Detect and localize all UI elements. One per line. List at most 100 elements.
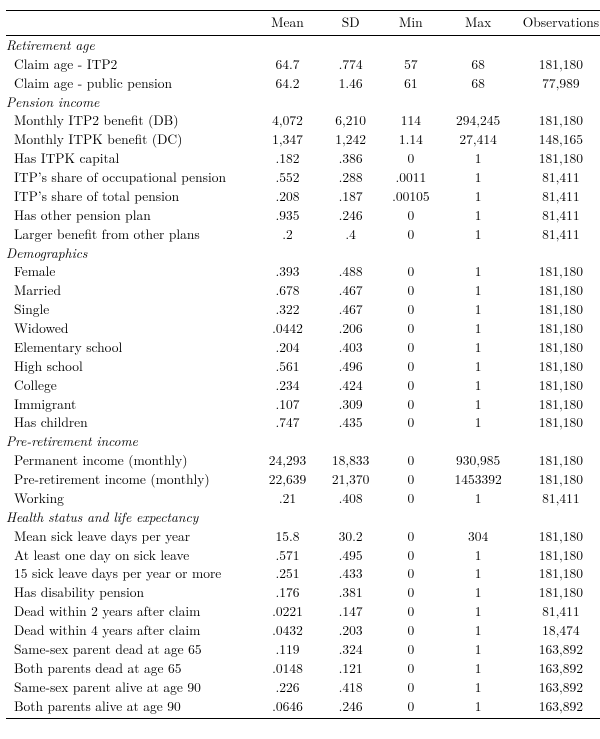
cell-min: 0: [381, 149, 440, 168]
cell-max: 1: [440, 659, 515, 678]
table-row: ITP’s share of total pension.208.187.001…: [6, 187, 600, 206]
cell-sd: .206: [320, 319, 381, 338]
cell-obs: 181,180: [516, 546, 600, 565]
row-label: Pre-retirement income (monthly): [6, 470, 255, 489]
cell-obs: 81,411: [516, 187, 600, 206]
cell-obs: 181,180: [516, 451, 600, 470]
section-title-row: Pension income: [6, 93, 600, 112]
cell-min: 0: [381, 300, 440, 319]
cell-mean: .678: [255, 281, 320, 300]
cell-mean: .571: [255, 546, 320, 565]
cell-max: 68: [440, 74, 515, 93]
cell-obs: 163,892: [516, 697, 600, 719]
cell-min: 0: [381, 583, 440, 602]
cell-mean: .226: [255, 678, 320, 697]
cell-max: 1: [440, 621, 515, 640]
cell-obs: 181,180: [516, 319, 600, 338]
cell-min: 0: [381, 451, 440, 470]
cell-obs: 81,411: [516, 206, 600, 225]
cell-sd: .467: [320, 300, 381, 319]
table-row: Widowed.0442.20601181,180: [6, 319, 600, 338]
cell-mean: 64.7: [255, 55, 320, 74]
cell-max: 1: [440, 206, 515, 225]
cell-max: 68: [440, 55, 515, 74]
cell-max: 1: [440, 489, 515, 508]
table-row: Claim age - public pension64.21.46616877…: [6, 74, 600, 93]
cell-max: 304: [440, 527, 515, 546]
row-label: Claim age - ITP2: [6, 55, 255, 74]
row-label: Elementary school: [6, 338, 255, 357]
row-label: Has ITPK capital: [6, 149, 255, 168]
cell-sd: .246: [320, 697, 381, 719]
cell-obs: 163,892: [516, 678, 600, 697]
cell-mean: .0432: [255, 621, 320, 640]
row-label: Permanent income (monthly): [6, 451, 255, 470]
cell-sd: .435: [320, 413, 381, 432]
section-title-row: Demographics: [6, 244, 600, 263]
cell-mean: .204: [255, 338, 320, 357]
cell-mean: .0221: [255, 602, 320, 621]
table-row: Same-sex parent dead at age 65.119.32401…: [6, 640, 600, 659]
cell-sd: .4: [320, 225, 381, 244]
cell-sd: .187: [320, 187, 381, 206]
cell-obs: 181,180: [516, 281, 600, 300]
cell-sd: .246: [320, 206, 381, 225]
cell-mean: .2: [255, 225, 320, 244]
cell-min: 0: [381, 659, 440, 678]
row-label: Female: [6, 262, 255, 281]
cell-obs: 148,165: [516, 130, 600, 149]
cell-max: 1: [440, 187, 515, 206]
cell-mean: .935: [255, 206, 320, 225]
cell-mean: .251: [255, 564, 320, 583]
cell-max: 294,245: [440, 111, 515, 130]
cell-max: 1: [440, 413, 515, 432]
table-row: Married.678.46701181,180: [6, 281, 600, 300]
row-label: Both parents alive at age 90: [6, 697, 255, 719]
cell-obs: 181,180: [516, 149, 600, 168]
cell-obs: 181,180: [516, 413, 600, 432]
cell-mean: .176: [255, 583, 320, 602]
col-header-label: [6, 11, 255, 36]
cell-sd: 1,242: [320, 130, 381, 149]
section-title: Demographics: [6, 244, 600, 263]
col-header-sd: SD: [320, 11, 381, 36]
cell-max: 1: [440, 225, 515, 244]
cell-sd: .121: [320, 659, 381, 678]
table-row: Monthly ITPK benefit (DC)1,3471,2421.142…: [6, 130, 600, 149]
table-row: Female.393.48801181,180: [6, 262, 600, 281]
row-label: At least one day on sick leave: [6, 546, 255, 565]
row-label: 15 sick leave days per year or more: [6, 564, 255, 583]
row-label: Mean sick leave days per year: [6, 527, 255, 546]
cell-sd: .386: [320, 149, 381, 168]
cell-max: 1: [440, 564, 515, 583]
row-label: Widowed: [6, 319, 255, 338]
row-label: Dead within 2 years after claim: [6, 602, 255, 621]
cell-max: 1: [440, 546, 515, 565]
cell-min: 0: [381, 376, 440, 395]
cell-obs: 181,180: [516, 357, 600, 376]
table-row: Has ITPK capital.182.38601181,180: [6, 149, 600, 168]
table-row: Monthly ITP2 benefit (DB)4,0726,21011429…: [6, 111, 600, 130]
row-label: Has other pension plan: [6, 206, 255, 225]
cell-mean: .552: [255, 168, 320, 187]
row-label: Has children: [6, 413, 255, 432]
cell-min: 0: [381, 621, 440, 640]
cell-min: 0: [381, 470, 440, 489]
row-label: Both parents dead at age 65: [6, 659, 255, 678]
row-label: Monthly ITPK benefit (DC): [6, 130, 255, 149]
cell-obs: 181,180: [516, 300, 600, 319]
cell-sd: 21,370: [320, 470, 381, 489]
cell-min: 0: [381, 225, 440, 244]
cell-max: 1: [440, 319, 515, 338]
cell-max: 930,985: [440, 451, 515, 470]
table-row: Claim age - ITP264.7.7745768181,180: [6, 55, 600, 74]
cell-mean: .393: [255, 262, 320, 281]
cell-obs: 18,474: [516, 621, 600, 640]
section-title-row: Pre-retirement income: [6, 432, 600, 451]
summary-stats-table: Mean SD Min Max Observations Retirement …: [6, 10, 600, 719]
cell-mean: .119: [255, 640, 320, 659]
cell-mean: 64.2: [255, 74, 320, 93]
row-label: Larger benefit from other plans: [6, 225, 255, 244]
cell-mean: .182: [255, 149, 320, 168]
col-header-max: Max: [440, 11, 515, 36]
